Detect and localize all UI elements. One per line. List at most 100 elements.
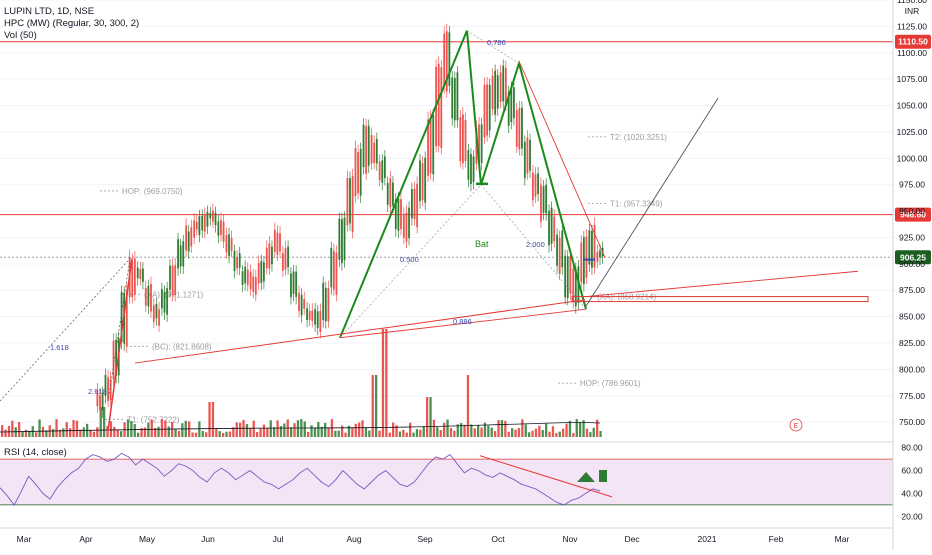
candle-body xyxy=(341,219,343,264)
volume-bar xyxy=(327,427,330,437)
volume-bar xyxy=(375,375,378,437)
candle-body xyxy=(225,235,228,253)
volume-bar xyxy=(58,429,62,437)
y-tick-label: 1025.00 xyxy=(897,127,928,137)
candle-body xyxy=(314,309,317,325)
volume-bar xyxy=(194,432,198,437)
volume-bars xyxy=(0,329,602,437)
volume-bar xyxy=(303,421,306,437)
x-tick-label: Mar xyxy=(835,534,850,544)
volume-bar xyxy=(293,423,296,437)
candle-body xyxy=(585,236,588,278)
volume-bar xyxy=(521,419,524,437)
volume-bar xyxy=(239,422,242,437)
candle-body xyxy=(405,212,408,242)
candle-body xyxy=(169,265,171,290)
y-tick-label: 1050.00 xyxy=(897,101,928,111)
x-tick-label: Sep xyxy=(417,534,432,544)
volume-bar xyxy=(490,427,493,437)
candle-body xyxy=(300,294,303,316)
candle-body xyxy=(542,186,545,213)
volume-bar xyxy=(65,422,68,437)
volume-bar xyxy=(565,423,568,437)
level-label: T1: (752.7222) xyxy=(127,415,180,424)
candle-body xyxy=(367,125,370,166)
volume-bar xyxy=(419,429,422,437)
volume-bar xyxy=(398,431,402,437)
price-tag-label: 1110.50 xyxy=(898,37,928,47)
volume-bar xyxy=(585,428,589,437)
projection-lines: E xyxy=(585,97,803,432)
candle-body xyxy=(238,253,241,268)
volume-bar xyxy=(113,426,116,437)
volume-bar xyxy=(470,424,473,437)
volume-bar xyxy=(11,420,14,437)
rsi-trendline xyxy=(479,455,613,498)
x-tick-label: Nov xyxy=(562,534,578,544)
candle-body xyxy=(332,250,335,290)
volume-bar xyxy=(307,431,310,437)
prz-box xyxy=(571,296,869,303)
event-icon xyxy=(789,418,803,432)
level-label: (XA): (971.1271) xyxy=(144,290,203,299)
candle-body xyxy=(155,303,158,319)
volume-bar xyxy=(463,424,466,437)
candle-body xyxy=(574,268,577,307)
y-tick-label: 750.00 xyxy=(899,417,925,427)
candle-body xyxy=(222,221,225,242)
candle-body xyxy=(290,273,292,298)
candle-body xyxy=(152,305,155,322)
candle-body xyxy=(158,309,160,326)
volume-bar xyxy=(45,430,48,437)
volume-bar xyxy=(409,422,412,437)
ratio-label: 0.786 xyxy=(487,38,506,47)
volume-bar xyxy=(531,430,534,437)
symbol-title: LUPIN LTD, 1D, NSE xyxy=(4,6,95,17)
candle-body xyxy=(209,213,212,219)
candle-body xyxy=(190,227,193,247)
volume-bar xyxy=(446,419,449,437)
candle-body xyxy=(295,271,298,297)
candle-body xyxy=(187,231,190,252)
prior-pattern-dotted xyxy=(0,257,131,402)
candle-body xyxy=(561,230,564,268)
volume-bar xyxy=(245,424,249,437)
candle-body xyxy=(112,340,115,380)
candle-body xyxy=(540,184,542,222)
volume-bar xyxy=(198,421,201,437)
candle-body xyxy=(515,110,518,147)
candle-body xyxy=(548,210,550,246)
candle-body xyxy=(400,199,402,230)
volume-bar xyxy=(283,423,286,437)
y-tick-label: 850.00 xyxy=(899,312,925,322)
candle-body xyxy=(472,156,475,182)
prz-upper-line xyxy=(585,270,859,298)
candle-body xyxy=(236,257,238,269)
candle-body xyxy=(150,284,152,312)
volume-bar xyxy=(310,425,313,437)
candle-body xyxy=(96,390,99,407)
candle-body xyxy=(456,72,459,121)
level-label: T1: (957.3349) xyxy=(610,199,663,208)
volume-bar xyxy=(208,402,211,437)
volume-bar xyxy=(137,432,140,437)
volume-bar xyxy=(405,432,408,437)
candle-body xyxy=(109,379,112,401)
ratio-label: 1.618 xyxy=(50,343,69,352)
volume-bar xyxy=(225,431,228,437)
volume-bar xyxy=(69,428,72,437)
candle-body xyxy=(324,287,327,322)
volume-bar xyxy=(385,329,388,437)
volume-bar xyxy=(150,419,153,437)
volume-bar xyxy=(429,397,432,437)
candle-body xyxy=(233,250,236,272)
volume-bar xyxy=(507,431,510,437)
volume-bar xyxy=(269,420,272,437)
volume-bar xyxy=(412,432,415,437)
candle-body xyxy=(512,87,515,119)
candle-body xyxy=(411,189,413,219)
volume-bar xyxy=(558,431,561,437)
volume-bar xyxy=(147,422,150,437)
volume-bar xyxy=(218,431,221,437)
